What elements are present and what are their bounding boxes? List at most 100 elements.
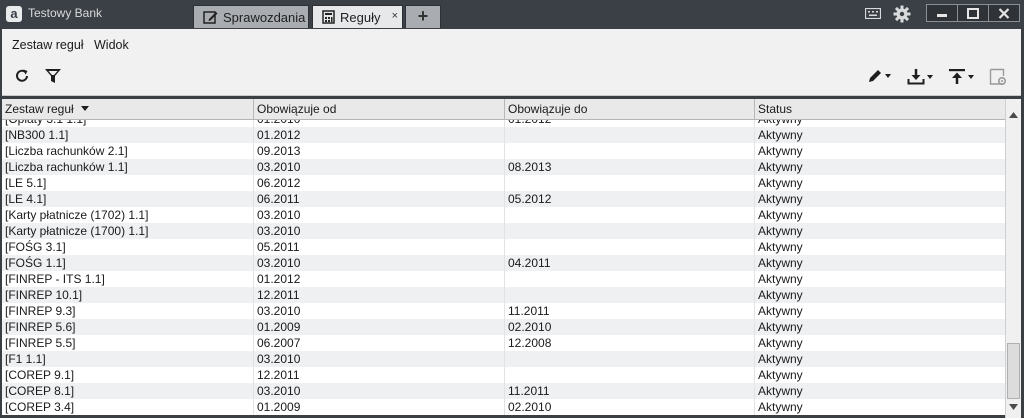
refresh-icon: [16, 69, 28, 82]
tab-reguly[interactable]: Reguły ×: [312, 5, 403, 28]
filter-button[interactable]: [44, 68, 62, 84]
table-row[interactable]: [F1 1.1] 03.2010 Aktywny: [2, 351, 1005, 367]
upload-dropdown-button[interactable]: [948, 68, 974, 85]
main-content: Zestaw reguł Widok: [2, 29, 1021, 418]
cell-valid-to: 02.2010: [505, 399, 755, 415]
tab-close-icon[interactable]: ×: [391, 10, 398, 22]
gear-icon[interactable]: [893, 5, 911, 23]
cell-rule-set: [COREP 9.1]: [2, 367, 254, 383]
cell-rule-set: [FINREP 10.1]: [2, 287, 254, 303]
cell-rule-set: [FOŚG 3.1]: [2, 239, 254, 255]
close-button[interactable]: [989, 5, 1019, 21]
scrollbar-thumb[interactable]: [1007, 343, 1020, 399]
menu-bar: Zestaw reguł Widok: [2, 29, 1021, 59]
table-row[interactable]: [FINREP 5.6] 01.2009 02.2010 Aktywny: [2, 319, 1005, 335]
cell-valid-from: 03.2010: [254, 223, 505, 239]
cell-valid-to: [505, 367, 755, 383]
cell-valid-to: 04.2011: [505, 255, 755, 271]
scroll-up-icon[interactable]: [1009, 112, 1018, 118]
cell-status: Aktywny: [758, 384, 803, 398]
maximize-button[interactable]: [958, 5, 989, 21]
add-tab-button[interactable]: +: [405, 5, 441, 28]
cell-rule-set: [Liczba rachunków 2.1]: [2, 143, 254, 159]
table-row[interactable]: [LE 5.1] 06.2012 Aktywny: [2, 175, 1005, 191]
edit-dropdown-button[interactable]: [867, 68, 891, 84]
column-header-zestaw-regul[interactable]: Zestaw reguł: [2, 99, 254, 119]
table-row[interactable]: [FOŚG 3.1] 05.2011 Aktywny: [2, 239, 1005, 255]
cell-status: Aktywny: [758, 256, 803, 270]
tab-sprawozdania[interactable]: Sprawozdania: [193, 5, 309, 28]
refresh-button[interactable]: [14, 68, 30, 84]
cell-status: Aktywny: [758, 272, 803, 286]
edit-pencil-icon: [869, 70, 881, 82]
menu-widok[interactable]: Widok: [94, 38, 129, 52]
table-row[interactable]: [NB300 1.1] 01.2012 Aktywny: [2, 127, 1005, 143]
cell-rule-set: [LE 4.1]: [2, 191, 254, 207]
cell-rule-set: [NB300 1.1]: [2, 127, 254, 143]
column-header-obowiazuje-do[interactable]: Obowiązuje do: [505, 99, 755, 119]
app-title: Testowy Bank: [28, 6, 103, 20]
cell-rule-set: [COREP 8.1]: [2, 383, 254, 399]
cell-rule-set: [LE 5.1]: [2, 175, 254, 191]
table-row[interactable]: [FOŚG 1.1] 03.2010 04.2011 Aktywny: [2, 255, 1005, 271]
settings-panel-button: [989, 68, 1007, 86]
cell-valid-from: 01.2009: [254, 319, 505, 335]
cell-status: Aktywny: [758, 288, 803, 302]
chevron-down-icon: [927, 74, 933, 79]
cell-valid-to: 11.2011: [505, 303, 755, 319]
cell-valid-to: [505, 175, 755, 191]
table-row[interactable]: [Karty płatnicze (1702) 1.1] 03.2010 Aktyw…: [2, 207, 1005, 223]
close-icon: [998, 7, 1010, 19]
table-row[interactable]: [COREP 8.1] 03.2010 11.2011 Aktywny: [2, 383, 1005, 399]
cell-status: Aktywny: [758, 400, 803, 414]
cell-status: Aktywny: [758, 144, 803, 158]
table-row[interactable]: [COREP 9.1] 12.2011 Aktywny: [2, 367, 1005, 383]
column-header-status[interactable]: Status: [758, 102, 793, 116]
cell-valid-to: [505, 271, 755, 287]
vertical-scrollbar[interactable]: [1005, 99, 1021, 418]
cell-rule-set: [Opłaty 3.1 1.1]: [2, 120, 254, 127]
cell-status: Aktywny: [758, 160, 803, 174]
keyboard-icon[interactable]: [865, 8, 881, 19]
cell-rule-set: [FOŚG 1.1]: [2, 255, 254, 271]
table-row[interactable]: [FINREP 10.1] 12.2011 Aktywny: [2, 287, 1005, 303]
cell-status: Aktywny: [758, 320, 803, 334]
add-tab-icon: +: [417, 5, 429, 26]
cell-valid-from: 01.2009: [254, 399, 505, 415]
table-row[interactable]: [Karty płatnicze (1700) 1.1] 03.2010 Aktyw…: [2, 223, 1005, 239]
cell-status: Aktywny: [758, 208, 803, 222]
table-row[interactable]: [FINREP 9.3] 03.2010 11.2011 Aktywny: [2, 303, 1005, 319]
cell-valid-from: 01.2012: [254, 127, 505, 143]
cell-valid-from: 03.2010: [254, 303, 505, 319]
chevron-down-icon: [885, 74, 891, 78]
cell-valid-to: [505, 239, 755, 255]
cell-rule-set: [COREP 3.4]: [2, 399, 254, 415]
cell-valid-to: [505, 287, 755, 303]
cell-valid-to: 08.2013: [505, 159, 755, 175]
table-row[interactable]: [FINREP - ITS 1.1] 01.2012 Aktywny: [2, 271, 1005, 287]
column-header-obowiazuje-od[interactable]: Obowiązuje od: [254, 99, 505, 119]
menu-zestaw-regul[interactable]: Zestaw reguł: [12, 38, 84, 52]
download-dropdown-button[interactable]: [907, 68, 933, 85]
table-row[interactable]: [COREP 3.4] 01.2009 02.2010 Aktywny: [2, 399, 1005, 415]
minimize-button[interactable]: [927, 5, 958, 21]
cell-status: Aktywny: [758, 176, 803, 190]
table-row[interactable]: [LE 4.1] 06.2011 05.2012 Aktywny: [2, 191, 1005, 207]
cell-valid-to: 05.2012: [505, 191, 755, 207]
table-row[interactable]: [Liczba rachunków 2.1] 09.2013 Aktywny: [2, 143, 1005, 159]
scroll-down-icon[interactable]: [1009, 404, 1018, 410]
cell-valid-from: 03.2010: [254, 207, 505, 223]
filter-icon: [45, 69, 61, 83]
cell-rule-set: [FINREP 5.6]: [2, 319, 254, 335]
cell-valid-to: [505, 143, 755, 159]
cell-valid-from: 03.2010: [254, 159, 505, 175]
cell-status: Aktywny: [758, 192, 803, 206]
download-icon: [907, 69, 925, 85]
tab-label: Reguły: [340, 9, 381, 25]
table-row[interactable]: [FINREP 5.5] 06.2007 12.2008 Aktywny: [2, 335, 1005, 351]
table-row[interactable]: [Liczba rachunków 1.1] 03.2010 08.2013 Akty…: [2, 159, 1005, 175]
column-header-label: Zestaw reguł: [5, 102, 74, 116]
title-bar: a Testowy Bank Sprawozdania Reguły ×: [0, 0, 1024, 29]
